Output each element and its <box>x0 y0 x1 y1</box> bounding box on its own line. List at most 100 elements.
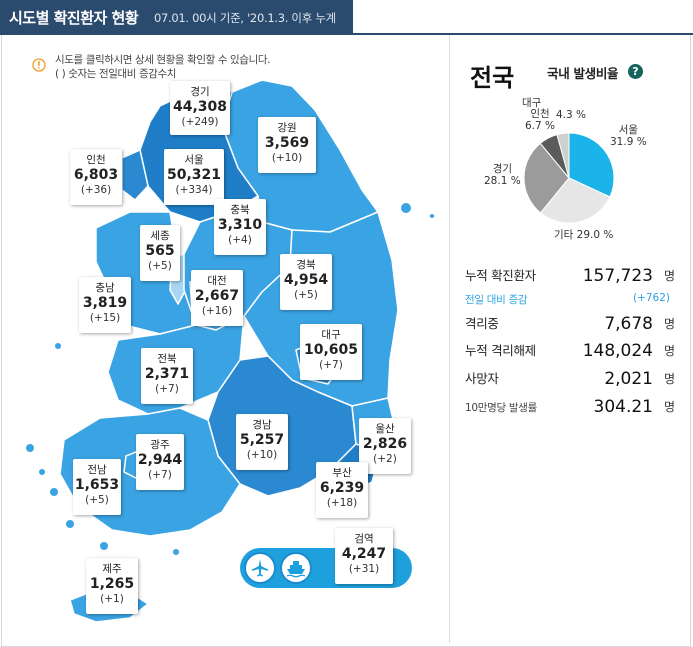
region-name: 경남 <box>252 419 272 431</box>
label-jeonbuk[interactable]: 전북 2,371 (+7) <box>141 348 193 404</box>
region-name: 인천 <box>86 154 106 166</box>
region-diff: (+18) <box>326 497 358 509</box>
region-name: 충북 <box>230 204 250 216</box>
label-quarantine[interactable]: 검역 4,247 (+31) <box>335 528 393 584</box>
region-count: 565 <box>145 243 175 259</box>
region-name: 검역 <box>354 533 374 545</box>
stat-rate: 10만명당 발생률 304.21 명 <box>465 397 675 417</box>
region-count: 3,819 <box>82 295 128 311</box>
region-name: 제주 <box>102 563 122 575</box>
region-name: 세종 <box>150 230 170 242</box>
region-count: 3,310 <box>217 217 263 233</box>
panel-divider <box>449 35 450 643</box>
pie-value-daegu: 4.3 % <box>556 109 587 121</box>
label-jeju[interactable]: 제주 1,265 (+1) <box>86 558 138 614</box>
region-name: 울산 <box>375 423 395 435</box>
stat-daily: 전일 대비 증감 (+762) <box>465 292 670 306</box>
ship-icon[interactable] <box>280 552 312 584</box>
region-count: 50,321 <box>166 167 222 183</box>
stat-isolating: 격리중 7,678 명 <box>465 314 675 334</box>
label-chungnam[interactable]: 충남 3,819 (+15) <box>79 277 131 333</box>
pie-label-incheon: 인천 6.7 % <box>525 108 556 132</box>
region-name: 경기 <box>190 86 210 98</box>
page-subtitle: 07.01. 00시 기준, '20.1.3. 이후 누계 <box>154 11 336 25</box>
region-count: 4,247 <box>341 546 387 562</box>
page-title: 시도별 확진환자 현황 <box>9 9 139 27</box>
stat-deaths: 사망자 2,021 명 <box>465 369 675 389</box>
header-bar: 시도별 확진환자 현황 07.01. 00시 기준, '20.1.3. 이후 누… <box>0 0 693 35</box>
pie-slice-0 <box>568 132 615 198</box>
label-chungbuk[interactable]: 충북 3,310 (+4) <box>214 199 266 255</box>
region-diff: (+36) <box>80 184 112 196</box>
region-count: 2,371 <box>144 366 190 382</box>
region-diff: (+16) <box>201 305 233 317</box>
region-diff: (+15) <box>89 312 121 324</box>
label-busan[interactable]: 부산 6,239 (+18) <box>316 462 368 518</box>
label-incheon[interactable]: 인천 6,803 (+36) <box>70 149 122 205</box>
label-daejeon[interactable]: 대전 2,667 (+16) <box>191 270 243 326</box>
region-count: 3,569 <box>264 135 310 151</box>
label-sejong[interactable]: 세종 565 (+5) <box>140 225 180 281</box>
region-count: 1,653 <box>74 477 120 493</box>
region-count: 5,257 <box>239 432 285 448</box>
label-jeonnam[interactable]: 전남 1,653 (+5) <box>73 459 121 515</box>
notice: 시도를 클릭하시면 상세 현황을 확인할 수 있습니다. ( ) 숫자는 전일대… <box>55 53 270 81</box>
region-diff: (+5) <box>294 289 318 301</box>
label-gyeongnam[interactable]: 경남 5,257 (+10) <box>236 414 288 470</box>
region-diff: (+5) <box>85 494 109 506</box>
pie-slice-2 <box>523 142 570 214</box>
region-count: 2,667 <box>194 288 240 304</box>
label-daegu[interactable]: 대구 10,605 (+7) <box>300 324 362 380</box>
stat-released: 누적 격리해제 148,024 명 <box>465 341 675 361</box>
label-gwangju[interactable]: 광주 2,944 (+7) <box>136 434 184 490</box>
label-gyeongbuk[interactable]: 경북 4,954 (+5) <box>280 254 332 310</box>
region-diff: (+31) <box>348 563 380 575</box>
pie-label-other: 기타 29.0 % <box>554 229 614 241</box>
region-diff: (+249) <box>181 116 219 128</box>
national-title: 전국 <box>470 64 515 92</box>
help-icon[interactable]: ? <box>628 64 643 79</box>
region-count: 6,803 <box>73 167 119 183</box>
notice-line-1: 시도를 클릭하시면 상세 현황을 확인할 수 있습니다. <box>55 54 271 66</box>
region-name: 서울 <box>184 154 204 166</box>
region-count: 6,239 <box>319 480 365 496</box>
pie-label-gyeonggi: 경기 28.1 % <box>484 163 521 187</box>
ratio-pie-chart <box>523 132 615 224</box>
region-diff: (+10) <box>246 449 278 461</box>
region-name: 대구 <box>321 329 341 341</box>
region-count: 10,605 <box>303 342 359 358</box>
pie-slice-1 <box>539 177 611 224</box>
region-diff: (+7) <box>155 383 179 395</box>
airplane-icon[interactable] <box>244 552 276 584</box>
label-gangwon[interactable]: 강원 3,569 (+10) <box>258 117 316 173</box>
region-count: 4,954 <box>283 272 329 288</box>
pie-slice-4 <box>556 132 570 179</box>
info-icon <box>32 58 46 72</box>
pie-label-daegu: 대구 <box>522 97 542 109</box>
ratio-title: 국내 발생비율 <box>547 66 619 81</box>
region-name: 충남 <box>95 282 115 294</box>
region-diff: (+5) <box>148 260 172 272</box>
region-diff: (+7) <box>319 359 343 371</box>
region-count: 1,265 <box>89 576 135 592</box>
stat-total: 누적 확진환자 157,723 명 <box>465 266 675 286</box>
pie-label-seoul: 서울 31.9 % <box>610 124 647 148</box>
region-diff: (+334) <box>175 184 213 196</box>
region-count: 2,826 <box>362 436 408 452</box>
notice-line-2: ( ) 숫자는 전일대비 증감수치 <box>55 68 177 80</box>
region-name: 대전 <box>207 275 227 287</box>
region-diff: (+10) <box>271 152 303 164</box>
label-gyeonggi[interactable]: 경기 44,308 (+249) <box>170 81 230 135</box>
region-name: 부산 <box>332 467 352 479</box>
region-diff: (+1) <box>100 593 124 605</box>
region-count: 2,944 <box>137 452 183 468</box>
map-region-incheon[interactable] <box>121 149 149 201</box>
region-diff: (+4) <box>228 234 252 246</box>
region-diff: (+2) <box>373 453 397 465</box>
region-count: 44,308 <box>172 99 228 115</box>
title-tab: 시도별 확진환자 현황 07.01. 00시 기준, '20.1.3. 이후 누… <box>0 0 353 33</box>
label-seoul[interactable]: 서울 50,321 (+334) <box>164 149 224 205</box>
region-name: 강원 <box>277 122 297 134</box>
region-name: 광주 <box>150 439 170 451</box>
region-name: 경북 <box>296 259 316 271</box>
